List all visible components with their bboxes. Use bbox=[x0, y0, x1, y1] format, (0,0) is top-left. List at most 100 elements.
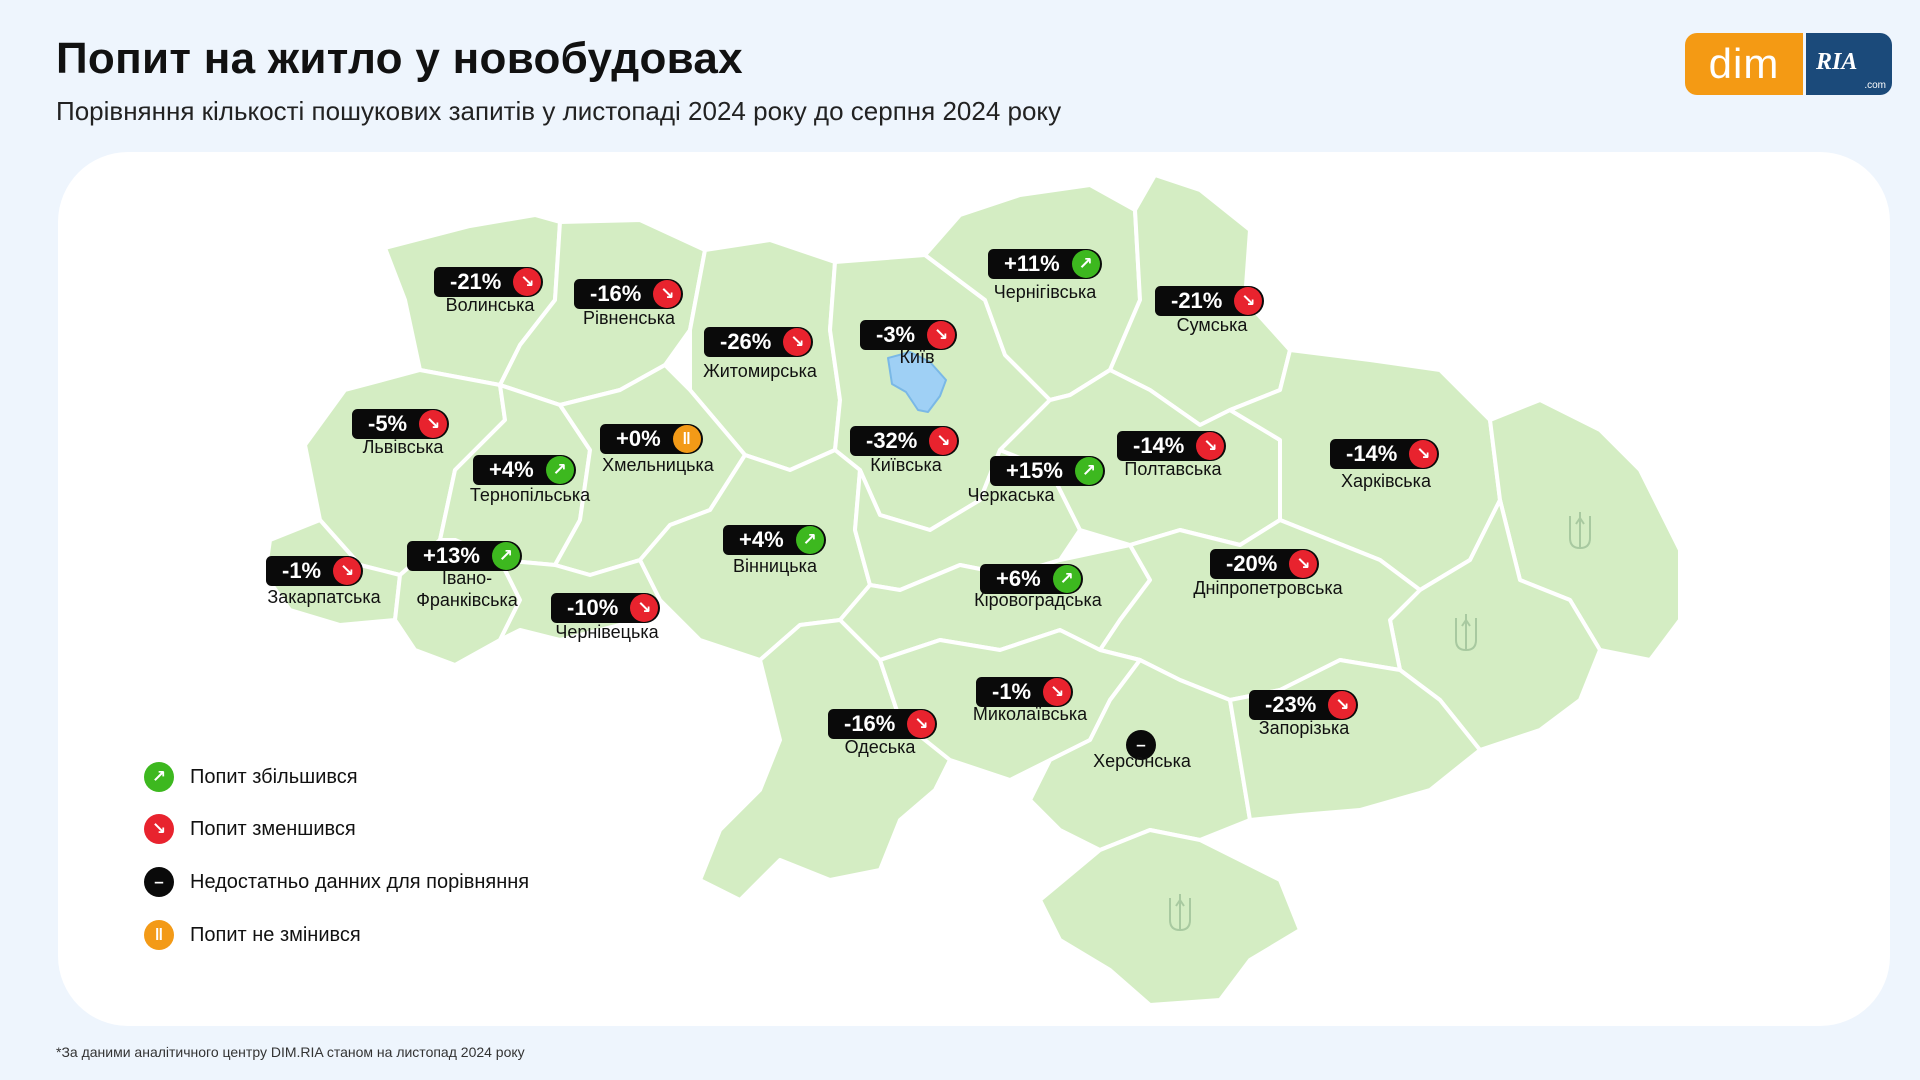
trident-icon bbox=[1169, 894, 1191, 932]
arrow-down-right-icon: ↘ bbox=[783, 328, 812, 356]
arrow-up-right-icon: ↗ bbox=[1052, 565, 1081, 593]
change-value: -10% bbox=[567, 595, 619, 620]
change-value: -16% bbox=[590, 281, 642, 306]
region-label: Хмельницька bbox=[602, 455, 714, 475]
change-value: -5% bbox=[368, 411, 408, 436]
arrow-up-right-icon: ↗ bbox=[545, 456, 574, 484]
change-value: +4% bbox=[739, 527, 784, 552]
change-value: -21% bbox=[450, 269, 502, 294]
region-label: Дніпропетровська bbox=[1193, 578, 1343, 598]
legend-item-increase: ↗ Попит збільшився bbox=[144, 762, 358, 792]
change-value: -1% bbox=[282, 558, 322, 583]
arrow-down-right-icon: ↘ bbox=[929, 427, 958, 455]
change-badge: -21% ↘ bbox=[1155, 286, 1265, 316]
change-badge: -3% ↘ bbox=[860, 320, 958, 350]
change-badge: +11% ↗ bbox=[988, 249, 1102, 279]
arrow-down-right-icon: ↘ bbox=[144, 814, 174, 844]
change-badge: +4% ↗ bbox=[473, 455, 576, 485]
arrow-down-right-icon: ↘ bbox=[333, 557, 362, 585]
change-value: -16% bbox=[844, 711, 896, 736]
minus-icon: – bbox=[1126, 730, 1156, 760]
dim-ria-logo[interactable]: dim RIA .com bbox=[1685, 33, 1892, 95]
logo-ria: RIA .com bbox=[1806, 33, 1892, 95]
change-value: +11% bbox=[1004, 251, 1060, 276]
region-label: Сумська bbox=[1176, 315, 1248, 335]
change-value: -26% bbox=[720, 329, 772, 354]
change-badge: -26% ↘ bbox=[704, 327, 814, 357]
change-badge: -1% ↘ bbox=[976, 677, 1074, 707]
legend-label: Попит збільшився bbox=[190, 765, 358, 788]
region-label: Житомирська bbox=[703, 361, 817, 381]
region-label: Херсонська bbox=[1093, 751, 1191, 771]
page-subtitle: Порівняння кількості пошукових запитів у… bbox=[56, 96, 1062, 126]
arrow-down-right-icon: ↘ bbox=[907, 710, 936, 738]
change-badge: -23% ↘ bbox=[1249, 690, 1359, 720]
arrow-up-right-icon: ↗ bbox=[144, 762, 174, 792]
logo-dim: dim bbox=[1685, 33, 1803, 95]
legend-label: Попит зменшився bbox=[190, 817, 356, 840]
minus-icon: – bbox=[144, 867, 174, 897]
change-badge: -21% ↘ bbox=[434, 267, 544, 297]
legend-label: Попит не змінився bbox=[190, 923, 361, 946]
change-value: -23% bbox=[1265, 692, 1317, 717]
change-badge: -1% ↘ bbox=[266, 556, 364, 586]
arrow-down-right-icon: ↘ bbox=[1289, 550, 1318, 578]
change-value: -21% bbox=[1171, 288, 1223, 313]
region-label: Київська bbox=[870, 455, 942, 475]
change-value: +15% bbox=[1006, 458, 1063, 483]
change-value: +0% bbox=[616, 426, 661, 451]
region-label: Київ bbox=[899, 347, 935, 367]
region-label: Миколаївська bbox=[972, 704, 1088, 724]
legend-item-decrease: ↘ Попит зменшився bbox=[144, 814, 356, 844]
change-value: +6% bbox=[996, 566, 1041, 591]
change-value: -14% bbox=[1133, 433, 1185, 458]
arrow-down-right-icon: ↘ bbox=[1328, 691, 1357, 719]
region-label: Чернівецька bbox=[555, 622, 659, 642]
change-badge: +13% ↗ bbox=[407, 541, 522, 571]
region-label: Запорізька bbox=[1258, 718, 1350, 738]
arrow-down-right-icon: ↘ bbox=[1196, 432, 1225, 460]
change-badge: -32% ↘ bbox=[850, 426, 960, 456]
logo-ria-text: RIA bbox=[1816, 49, 1858, 75]
region-label: Чернігівська bbox=[993, 282, 1097, 302]
arrow-up-right-icon: ↗ bbox=[491, 542, 520, 570]
region-label: Полтавська bbox=[1124, 459, 1222, 479]
change-badge: -10% ↘ bbox=[551, 593, 661, 623]
change-badge: +0% ǁ bbox=[600, 424, 703, 454]
change-badge: +4% ↗ bbox=[723, 525, 826, 555]
region-shape-odeska[interactable] bbox=[698, 618, 952, 902]
trident-icon bbox=[1455, 614, 1477, 652]
arrow-down-right-icon: ↘ bbox=[653, 280, 682, 308]
trident-icon bbox=[1569, 512, 1591, 550]
region-label: Харківська bbox=[1341, 471, 1431, 491]
change-value: -20% bbox=[1226, 551, 1278, 576]
arrow-down-right-icon: ↘ bbox=[1043, 678, 1072, 706]
region-shape-kyiv-city[interactable] bbox=[887, 351, 947, 413]
change-badge: -20% ↘ bbox=[1210, 549, 1320, 579]
change-badge: -14% ↘ bbox=[1117, 431, 1227, 461]
arrow-down-right-icon: ↘ bbox=[1234, 287, 1263, 315]
arrow-down-right-icon: ↘ bbox=[1409, 440, 1438, 468]
region-label: Одеська bbox=[844, 737, 916, 757]
arrow-down-right-icon: ↘ bbox=[513, 268, 542, 296]
change-value: -3% bbox=[876, 322, 916, 347]
pause-icon: ǁ bbox=[144, 920, 174, 950]
change-value: +13% bbox=[423, 543, 480, 568]
change-value: -32% bbox=[866, 428, 918, 453]
arrow-down-right-icon: ↘ bbox=[630, 594, 659, 622]
legend-item-no-data: – Недостатньо данних для порівняння bbox=[144, 867, 529, 897]
region-label: Львівська bbox=[362, 437, 444, 457]
region-label: Закарпатська bbox=[267, 587, 381, 607]
change-value: -1% bbox=[992, 679, 1032, 704]
change-badge: -5% ↘ bbox=[352, 409, 450, 439]
change-badge: -16% ↘ bbox=[828, 709, 938, 739]
arrow-up-right-icon: ↗ bbox=[795, 526, 824, 554]
change-value: -14% bbox=[1346, 441, 1398, 466]
region-label: Кіровоградська bbox=[974, 590, 1102, 610]
legend-item-no-change: ǁ Попит не змінився bbox=[144, 920, 361, 950]
arrow-up-right-icon: ↗ bbox=[1074, 457, 1103, 485]
change-badge: +6% ↗ bbox=[980, 564, 1083, 594]
change-value: +4% bbox=[489, 457, 534, 482]
arrow-up-right-icon: ↗ bbox=[1071, 250, 1100, 278]
page-title: Попит на житло у новобудовах bbox=[56, 34, 743, 83]
